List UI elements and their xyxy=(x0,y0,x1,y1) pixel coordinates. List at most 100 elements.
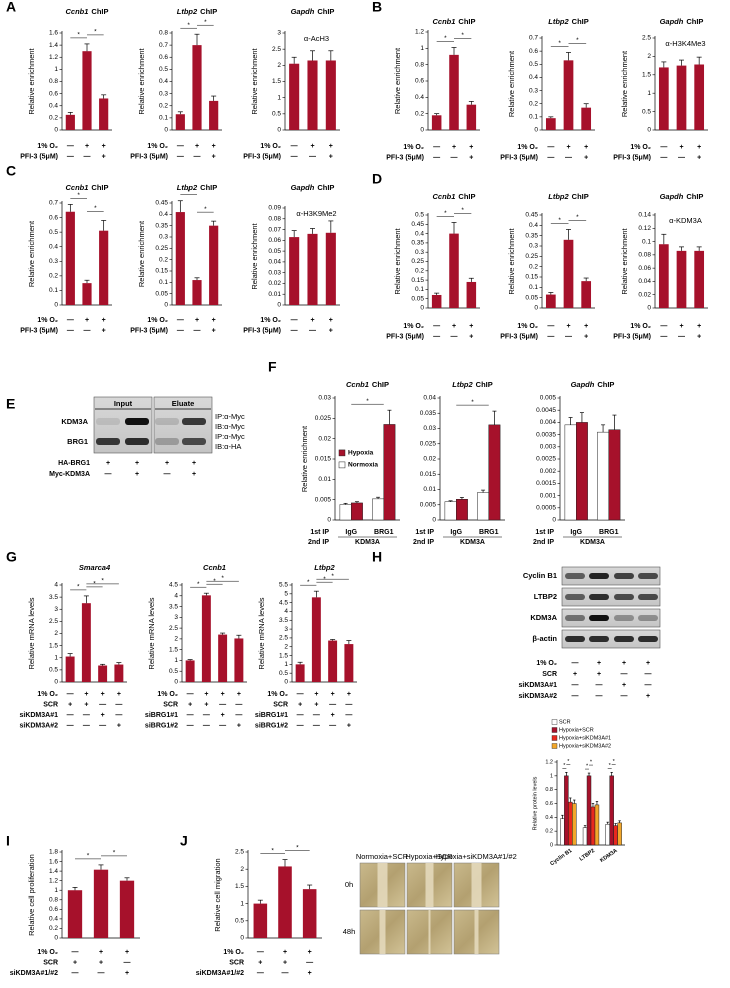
title-suffix: ChIP xyxy=(200,183,217,192)
condition-label: 1% O₂ xyxy=(260,317,281,324)
bar xyxy=(372,498,384,521)
bar xyxy=(307,60,318,130)
significance-label: * xyxy=(563,763,566,769)
significance-label: * xyxy=(558,40,561,47)
significance-label: * xyxy=(77,192,80,199)
blot-band xyxy=(614,636,634,642)
bar xyxy=(676,65,687,130)
legend-label: SCR xyxy=(559,719,571,725)
title-gene: Ccnb1 xyxy=(346,380,369,389)
y-tick-label: 0 xyxy=(432,517,436,524)
condition-mark: + xyxy=(102,327,106,334)
significance-label: * xyxy=(576,37,579,44)
condition-mark: — xyxy=(219,722,226,729)
y-tick-label: 1.5 xyxy=(279,652,288,659)
annotation: α-AcH3 xyxy=(304,34,329,43)
legend-swatch xyxy=(551,743,558,749)
y-tick-label: 0.06 xyxy=(638,265,651,272)
significance-label: * xyxy=(558,217,561,224)
y-tick-label: 0.1 xyxy=(529,114,538,121)
condition-mark: — xyxy=(645,671,652,678)
condition-label: PFI-3 (5μM) xyxy=(386,154,424,161)
y-axis-label: Relative enrichment xyxy=(620,50,629,117)
condition-mark: + xyxy=(314,701,318,708)
y-tick-label: 0.035 xyxy=(420,410,437,417)
condition-mark: + xyxy=(469,154,473,161)
condition-mark: + xyxy=(237,722,241,729)
condition-mark: — xyxy=(72,949,79,956)
y-tick-label: 0.45 xyxy=(525,212,538,219)
condition-mark: — xyxy=(194,327,201,334)
condition-mark: + xyxy=(697,144,701,151)
chart-title: Gapdh ChIP xyxy=(660,192,704,201)
significance-label: * xyxy=(77,32,80,39)
y-tick-label: 0.005 xyxy=(315,496,332,503)
title-gene: Gapdh xyxy=(291,7,315,16)
condition-mark: + xyxy=(329,153,333,160)
bar xyxy=(328,640,338,682)
panel-letter: J xyxy=(180,833,188,849)
blot-frame xyxy=(561,608,661,628)
y-tick-label: 0.7 xyxy=(49,200,58,207)
y-tick-label: 0.6 xyxy=(159,54,168,61)
y-tick-label: 1 xyxy=(550,773,553,779)
bar xyxy=(201,595,211,682)
y-tick-label: 0.8 xyxy=(545,787,553,793)
blot-row-label: BRG1 xyxy=(67,437,88,446)
y-axis-label: Relative cell proliferation xyxy=(27,854,36,936)
y-tick-label: 0.45 xyxy=(411,221,424,228)
bar xyxy=(311,597,321,682)
blot-row-label: LTBP2 xyxy=(534,592,557,601)
condition-label: SCR xyxy=(229,959,244,966)
significance-label: * xyxy=(331,573,334,580)
y-axis-label: Relative mRNA levels xyxy=(27,597,36,669)
condition-label: 1% O₂ xyxy=(630,144,651,151)
blot-band xyxy=(638,636,658,642)
y-tick-label: 0.2 xyxy=(545,829,553,835)
condition-mark: + xyxy=(646,660,650,667)
y-tick-label: 2 xyxy=(647,53,651,60)
condition-mark: + xyxy=(308,970,312,977)
y-tick-label: 1 xyxy=(277,94,281,101)
y-tick-label: 1 xyxy=(647,90,651,97)
bar xyxy=(444,501,457,521)
condition-label: PFI-3 (5μM) xyxy=(243,327,281,334)
condition-mark: — xyxy=(297,722,304,729)
y-tick-label: 0.35 xyxy=(155,222,168,229)
title-gene: Gapdh xyxy=(291,183,315,192)
chart-title: Gapdh ChIP xyxy=(571,380,615,389)
ip-row-value: KDM3A xyxy=(580,539,605,546)
significance-label: * xyxy=(307,579,310,586)
legend-label: Hypoxia xyxy=(348,450,374,457)
condition-mark: + xyxy=(102,143,106,150)
condition-mark: — xyxy=(177,317,184,324)
y-tick-label: 5.5 xyxy=(279,582,288,589)
condition-mark: — xyxy=(83,722,90,729)
condition-mark: + xyxy=(165,460,169,467)
title-suffix: ChIP xyxy=(572,17,589,26)
condition-mark: — xyxy=(313,722,320,729)
y-tick-label: 0.8 xyxy=(49,896,58,903)
y-tick-label: 1.6 xyxy=(49,858,58,865)
blot-frame xyxy=(561,629,661,649)
y-tick-label: 0 xyxy=(277,302,281,309)
y-tick-label: 0.0005 xyxy=(536,505,556,512)
condition-label: 1% O₂ xyxy=(37,317,58,324)
blot-frame xyxy=(561,587,661,607)
blot-band xyxy=(96,418,120,425)
condition-mark: — xyxy=(309,327,316,334)
title-gene: Ltbp2 xyxy=(177,183,198,192)
y-tick-label: 0 xyxy=(552,517,556,524)
bar xyxy=(65,656,75,682)
y-tick-label: 5 xyxy=(284,591,288,598)
bar xyxy=(605,824,610,846)
y-axis-label: Relative enrichment xyxy=(300,425,309,492)
x-tick-label: IgG xyxy=(570,529,582,536)
condition-mark: — xyxy=(282,970,289,977)
y-tick-label: 0.03 xyxy=(268,269,281,276)
condition-mark: — xyxy=(187,691,194,698)
y-tick-label: 0.0035 xyxy=(536,431,556,438)
condition-mark: + xyxy=(469,144,473,151)
condition-mark: — xyxy=(203,712,210,719)
condition-mark: — xyxy=(115,701,122,708)
